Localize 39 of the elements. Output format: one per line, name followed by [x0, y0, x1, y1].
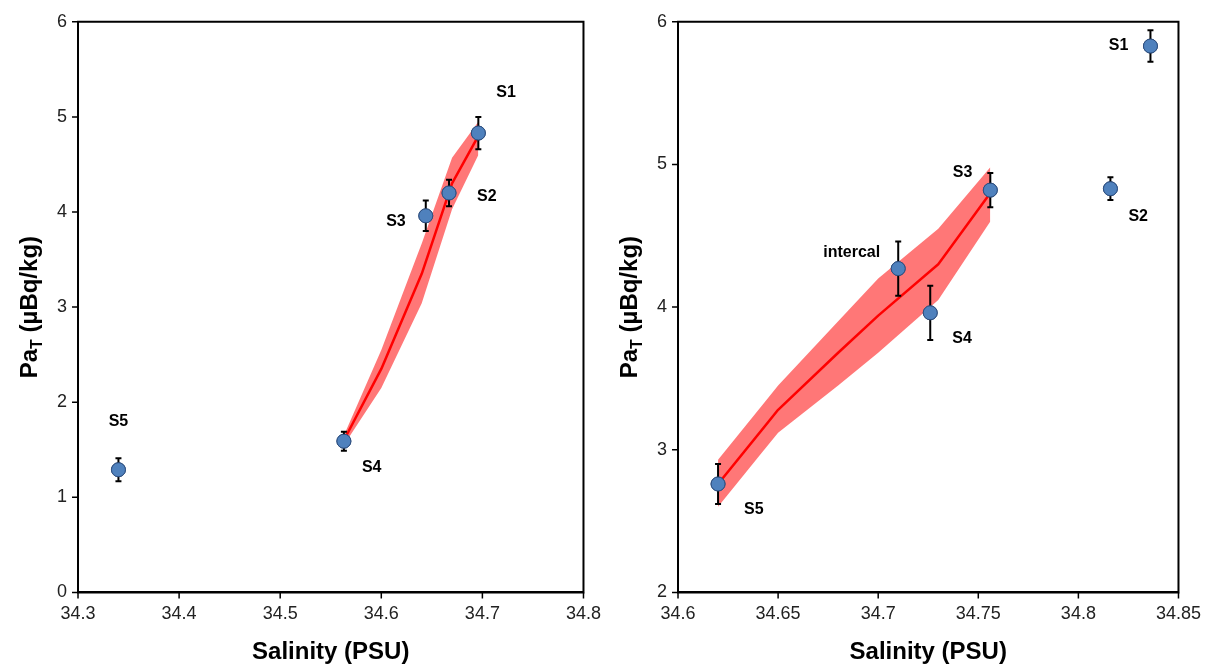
y-tick-label: 4 [657, 296, 668, 317]
x-tick-label: 34.4 [161, 603, 197, 624]
x-tick-label: 34.85 [1155, 603, 1201, 624]
annotation: S1 [496, 83, 517, 101]
x-tick-label: 34.6 [660, 603, 696, 624]
y-tick-label: 5 [657, 153, 668, 174]
annotation: S5 [744, 500, 764, 518]
annotation: S2 [477, 187, 497, 205]
x-axis-title: Salinity (PSU) [849, 636, 1007, 664]
y-axis-title: PaT (µBq/kg) [614, 235, 645, 379]
annotation: S4 [952, 329, 972, 347]
annotation: S4 [361, 457, 382, 475]
x-tick-label: 34.65 [755, 603, 801, 624]
y-tick-label: 0 [57, 581, 68, 602]
y-tick-label: 5 [57, 105, 68, 126]
x-tick-label: 34.3 [60, 603, 96, 624]
annotation: S3 [952, 162, 973, 180]
x-tick-label: 34.8 [1060, 603, 1096, 624]
y-tick-label: 1 [57, 486, 68, 507]
y-tick-label: 4 [57, 200, 68, 221]
y-tick-label: 6 [657, 10, 668, 31]
x-tick-label: 34.6 [363, 603, 399, 624]
y-tick-label: 2 [57, 391, 68, 412]
annotation: intercal [823, 242, 881, 260]
annotation: S3 [386, 212, 406, 230]
x-tick-label: 34.7 [860, 603, 896, 624]
x-tick-label: 34.7 [464, 603, 500, 624]
y-axis-title: PaT (µBq/kg) [14, 235, 45, 379]
y-tick-label: 6 [57, 10, 68, 31]
x-tick-label: 34.8 [565, 603, 602, 624]
annotation: S5 [108, 412, 129, 430]
y-tick-label: 3 [57, 296, 68, 317]
x-tick-label: 34.5 [262, 603, 298, 624]
y-tick-label: 2 [657, 581, 668, 602]
annotation: S2 [1128, 207, 1149, 225]
annotation: S1 [1108, 36, 1129, 54]
x-axis-title: Salinity (PSU) [252, 636, 410, 664]
x-tick-label: 34.75 [955, 603, 1001, 624]
y-tick-label: 3 [657, 438, 668, 459]
